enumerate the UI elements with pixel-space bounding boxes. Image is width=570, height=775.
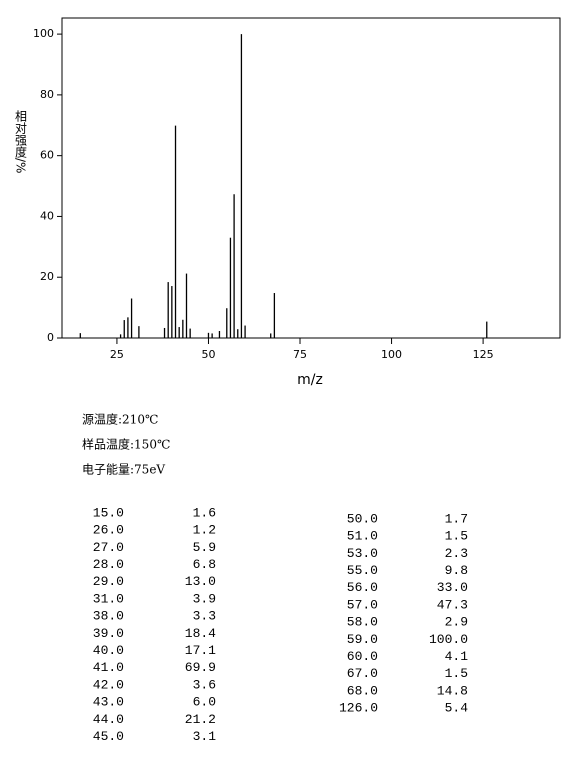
- table-mz: 60.0: [347, 649, 378, 664]
- table-intensity: 6.0: [193, 695, 216, 710]
- x-tick-label: 25: [110, 348, 124, 361]
- table-intensity: 1.5: [445, 666, 468, 681]
- table-mz: 39.0: [93, 626, 124, 641]
- table-intensity: 69.9: [185, 660, 216, 675]
- table-mz: 59.0: [347, 632, 378, 647]
- y-axis-label: 相对强度/%: [14, 110, 28, 174]
- table-intensity: 9.8: [445, 563, 468, 578]
- table-intensity: 2.9: [445, 615, 468, 630]
- plot-frame: [61, 17, 561, 339]
- y-tick-label: 100: [33, 27, 54, 40]
- condition: 电子能量:75eV: [82, 463, 165, 477]
- table-intensity: 4.1: [445, 649, 469, 664]
- table-mz: 26.0: [93, 523, 124, 538]
- table-intensity: 1.7: [445, 511, 468, 526]
- y-tick-label: 20: [40, 270, 54, 283]
- x-tick-label: 125: [473, 348, 494, 361]
- table-mz: 40.0: [93, 643, 124, 658]
- table-mz: 31.0: [93, 591, 124, 606]
- table-intensity: 3.6: [193, 677, 216, 692]
- table-intensity: 6.8: [193, 557, 216, 572]
- x-axis-label: m/z: [297, 372, 323, 388]
- table-intensity: 21.2: [185, 712, 216, 727]
- table-intensity: 13.0: [185, 574, 216, 589]
- table-intensity: 1.6: [193, 505, 216, 520]
- table-intensity: 5.9: [193, 540, 216, 555]
- table-mz: 42.0: [93, 677, 124, 692]
- table-intensity: 100.0: [429, 632, 468, 647]
- table-intensity: 1.2: [193, 523, 216, 538]
- table-mz: 53.0: [347, 546, 378, 561]
- table-mz: 41.0: [93, 660, 124, 675]
- table-mz: 28.0: [93, 557, 124, 572]
- x-tick-label: 75: [293, 348, 307, 361]
- table-mz: 43.0: [93, 695, 124, 710]
- table-intensity: 3.1: [193, 729, 217, 744]
- table-intensity: 3.9: [193, 591, 216, 606]
- table-mz: 38.0: [93, 609, 124, 624]
- condition: 样品温度:150℃: [82, 437, 170, 452]
- table-mz: 51.0: [347, 529, 378, 544]
- table-intensity: 14.8: [437, 683, 468, 698]
- table-intensity: 5.4: [445, 701, 469, 716]
- x-tick-label: 50: [201, 348, 215, 361]
- table-mz: 56.0: [347, 580, 378, 595]
- table-intensity: 33.0: [437, 580, 468, 595]
- table-mz: 126.0: [339, 701, 378, 716]
- x-tick-label: 100: [381, 348, 402, 361]
- table-mz: 68.0: [347, 683, 378, 698]
- y-tick-label: 0: [47, 331, 54, 344]
- table-mz: 55.0: [347, 563, 378, 578]
- table-mz: 50.0: [347, 511, 378, 526]
- table-intensity: 2.3: [445, 546, 468, 561]
- table-mz: 57.0: [347, 597, 378, 612]
- table-mz: 67.0: [347, 666, 378, 681]
- table-intensity: 17.1: [185, 643, 216, 658]
- table-intensity: 47.3: [437, 597, 468, 612]
- y-tick-label: 40: [40, 209, 54, 222]
- table-mz: 58.0: [347, 615, 378, 630]
- table-mz: 44.0: [93, 712, 124, 727]
- table-mz: 27.0: [93, 540, 124, 555]
- table-mz: 15.0: [93, 505, 124, 520]
- table-mz: 29.0: [93, 574, 124, 589]
- y-tick-label: 60: [40, 149, 54, 162]
- condition: 源温度:210℃: [82, 412, 158, 427]
- table-intensity: 3.3: [193, 609, 216, 624]
- table-mz: 45.0: [93, 729, 124, 744]
- y-tick-label: 80: [40, 88, 54, 101]
- table-intensity: 18.4: [185, 626, 216, 641]
- table-intensity: 1.5: [445, 529, 468, 544]
